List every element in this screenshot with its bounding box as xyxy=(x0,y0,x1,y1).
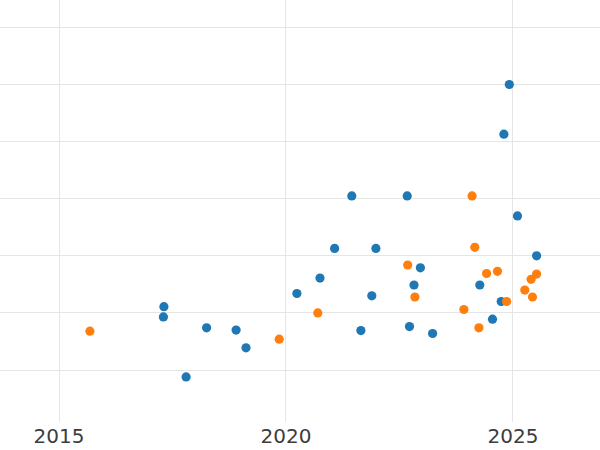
data-point xyxy=(474,323,483,332)
data-point xyxy=(330,244,339,253)
data-point xyxy=(347,191,356,200)
data-point xyxy=(493,267,502,276)
data-point xyxy=(505,80,514,89)
data-point xyxy=(159,302,168,311)
data-point xyxy=(232,326,241,335)
series-orange xyxy=(85,191,541,344)
data-point xyxy=(241,343,250,352)
data-point xyxy=(532,270,541,279)
data-point xyxy=(528,292,537,301)
data-point xyxy=(475,280,484,289)
data-point xyxy=(367,291,376,300)
x-tick-label: 2020 xyxy=(261,424,312,448)
horizontal-gridlines xyxy=(0,27,600,370)
data-point xyxy=(520,286,529,295)
data-point xyxy=(488,315,497,324)
data-point xyxy=(416,263,425,272)
data-points xyxy=(85,80,541,382)
x-tick-label: 2015 xyxy=(34,424,85,448)
x-tick-label: 2025 xyxy=(488,424,539,448)
scatter-chart-page: 2015 2020 2025 xyxy=(0,0,600,450)
data-point xyxy=(315,274,324,283)
x-axis-tick-labels: 2015 2020 2025 xyxy=(34,424,539,448)
data-point xyxy=(499,130,508,139)
data-point xyxy=(403,191,412,200)
data-point xyxy=(410,292,419,301)
data-point xyxy=(159,312,168,321)
data-point xyxy=(403,260,412,269)
data-point xyxy=(275,335,284,344)
data-point xyxy=(85,327,94,336)
data-point xyxy=(356,326,365,335)
data-point xyxy=(405,322,414,331)
data-point xyxy=(313,308,322,317)
data-point xyxy=(428,329,437,338)
data-point xyxy=(459,305,468,314)
data-point xyxy=(468,191,477,200)
data-point xyxy=(292,289,301,298)
series-blue xyxy=(159,80,541,382)
data-point xyxy=(482,269,491,278)
data-point xyxy=(513,211,522,220)
data-point xyxy=(532,251,541,260)
scatter-plot: 2015 2020 2025 xyxy=(0,0,600,450)
data-point xyxy=(202,323,211,332)
data-point xyxy=(502,297,511,306)
data-point xyxy=(371,244,380,253)
data-point xyxy=(182,372,191,381)
data-point xyxy=(409,280,418,289)
data-point xyxy=(470,243,479,252)
vertical-gridlines xyxy=(59,0,513,422)
